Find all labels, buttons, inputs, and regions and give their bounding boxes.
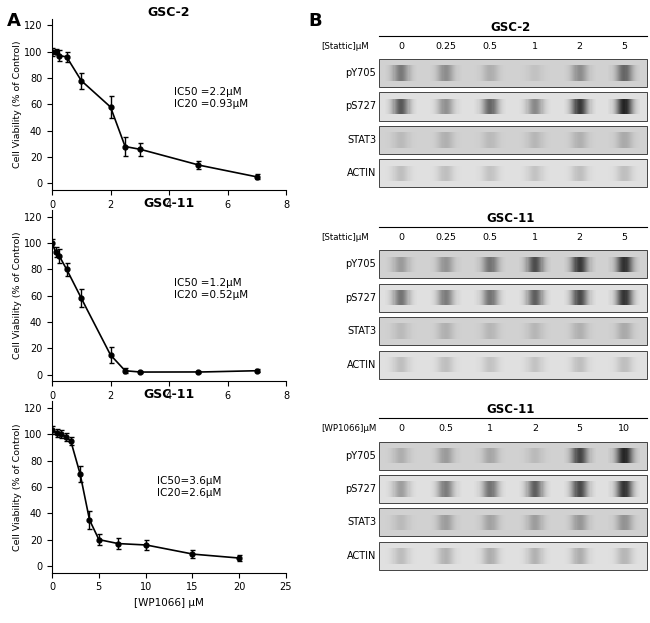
Text: 0.5: 0.5: [483, 42, 498, 50]
Text: 1: 1: [488, 424, 493, 433]
Text: 1: 1: [532, 233, 538, 242]
Text: 2: 2: [577, 233, 582, 242]
Text: pS727: pS727: [345, 102, 376, 112]
Y-axis label: Cell Viability (% of Control): Cell Viability (% of Control): [14, 423, 22, 551]
Text: IC50 =1.2μM
IC20 =0.52μM: IC50 =1.2μM IC20 =0.52μM: [174, 278, 248, 300]
Text: ACTIN: ACTIN: [346, 168, 376, 178]
Text: GSC-11: GSC-11: [486, 212, 534, 225]
Text: IC50=3.6μM
IC20=2.6μM: IC50=3.6μM IC20=2.6μM: [157, 476, 222, 498]
Text: ACTIN: ACTIN: [346, 551, 376, 561]
Text: [Stattic]μM: [Stattic]μM: [322, 233, 369, 242]
Text: pS727: pS727: [345, 484, 376, 494]
Text: 5: 5: [621, 233, 627, 242]
Text: 0.5: 0.5: [438, 424, 453, 433]
Text: [WP1066]μM: [WP1066]μM: [322, 424, 377, 433]
Text: 0.5: 0.5: [483, 233, 498, 242]
Y-axis label: Cell Viability (% of Control): Cell Viability (% of Control): [14, 232, 22, 359]
Text: pY705: pY705: [345, 450, 376, 460]
Text: [Stattic]μM: [Stattic]μM: [322, 42, 369, 50]
Text: 5: 5: [621, 42, 627, 50]
Text: 2: 2: [577, 42, 582, 50]
X-axis label: [Stattic] μM: [Stattic] μM: [138, 407, 200, 417]
Text: pS727: pS727: [345, 293, 376, 303]
Text: 1: 1: [532, 42, 538, 50]
Text: 0.25: 0.25: [435, 42, 456, 50]
Text: 5: 5: [577, 424, 582, 433]
Text: pY705: pY705: [345, 68, 376, 78]
Text: 10: 10: [618, 424, 630, 433]
X-axis label: [WP1066] μM: [WP1066] μM: [134, 598, 204, 608]
Y-axis label: Cell Viability (% of Control): Cell Viability (% of Control): [14, 40, 22, 168]
Title: GSC-2: GSC-2: [148, 6, 190, 19]
Title: GSC-11: GSC-11: [144, 388, 194, 401]
Text: A: A: [6, 12, 20, 31]
X-axis label: [Stattic] μM: [Stattic] μM: [138, 216, 200, 226]
Text: IC50 =2.2μM
IC20 =0.93μM: IC50 =2.2μM IC20 =0.93μM: [174, 87, 248, 108]
Text: STAT3: STAT3: [347, 135, 376, 145]
Text: GSC-2: GSC-2: [490, 21, 530, 34]
Text: pY705: pY705: [345, 259, 376, 269]
Text: ACTIN: ACTIN: [346, 359, 376, 369]
Title: GSC-11: GSC-11: [144, 197, 194, 210]
Text: B: B: [309, 12, 322, 31]
Text: 0.25: 0.25: [435, 233, 456, 242]
Text: 0: 0: [398, 42, 404, 50]
Text: 0: 0: [398, 424, 404, 433]
Text: STAT3: STAT3: [347, 518, 376, 528]
Text: STAT3: STAT3: [347, 326, 376, 336]
Text: 0: 0: [398, 233, 404, 242]
Text: GSC-11: GSC-11: [486, 403, 534, 416]
Text: 2: 2: [532, 424, 538, 433]
